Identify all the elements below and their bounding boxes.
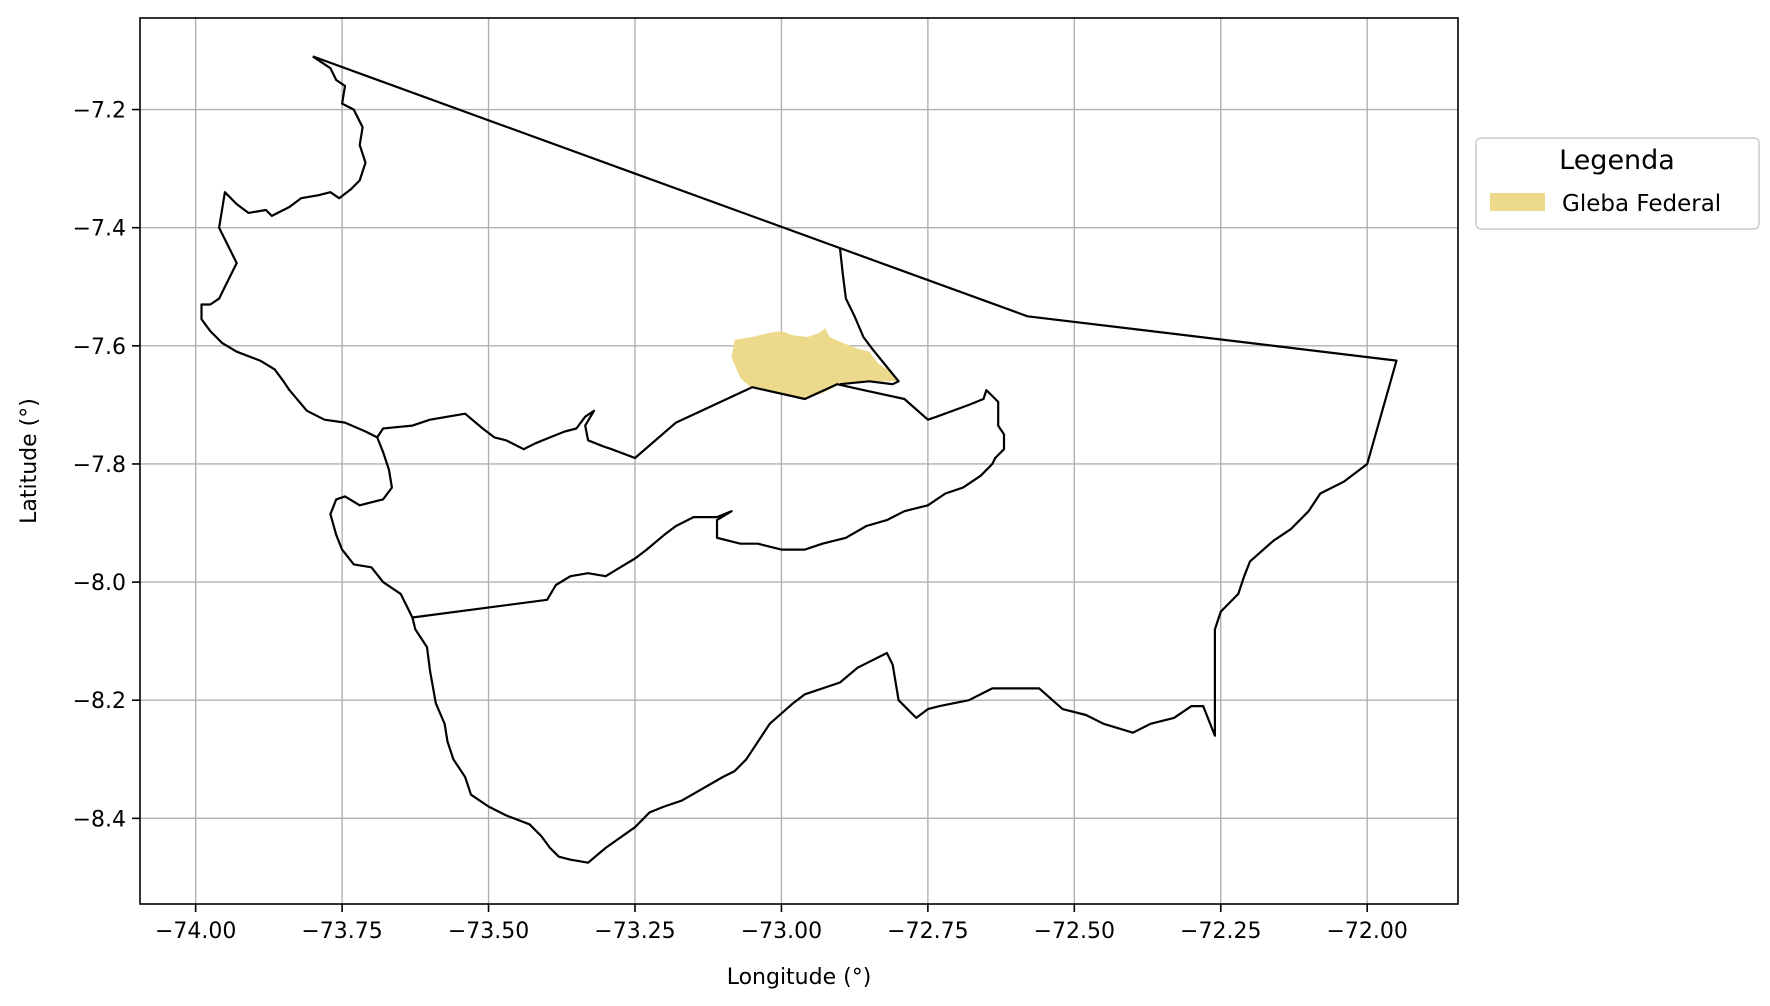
y-tick-label: −8.0 <box>73 571 126 596</box>
boundary-line <box>312 55 1398 864</box>
boundary-line <box>838 248 900 386</box>
y-tick-label: −7.6 <box>73 335 126 360</box>
y-tick-label: −8.4 <box>73 807 126 832</box>
map-layers <box>200 55 1398 864</box>
x-tick-label: −73.00 <box>741 919 822 944</box>
x-axis-label: Longitude (°) <box>727 965 872 990</box>
y-tick-label: −7.4 <box>73 217 126 242</box>
x-tick-label: −73.25 <box>594 919 675 944</box>
legend-title: Legenda <box>1559 145 1675 176</box>
x-axis-ticks: −74.00 −73.75 −73.50 −73.25 −73.00 −72.75 −72.… <box>155 904 1408 944</box>
x-tick-label: −72.75 <box>887 919 968 944</box>
legend-frame <box>1475 137 1760 230</box>
municipal-boundaries <box>200 55 1398 864</box>
legend-swatch-gleba-federal <box>1490 193 1545 211</box>
gridlines <box>140 18 1458 904</box>
x-tick-label: −73.50 <box>448 919 529 944</box>
y-axis-ticks: −7.2 −7.4 −7.6 −7.8 −8.0 −8.2 −8.4 <box>73 99 140 832</box>
gleba-federal-polygon <box>731 328 899 399</box>
legend: Legenda Gleba Federal <box>1475 137 1760 230</box>
legend-label-gleba-federal: Gleba Federal <box>1562 191 1721 217</box>
x-tick-label: −73.75 <box>301 919 382 944</box>
boundary-line <box>200 55 1006 619</box>
plot-frame <box>139 17 1459 905</box>
x-tick-label: −72.50 <box>1034 919 1115 944</box>
x-tick-label: −72.25 <box>1180 919 1261 944</box>
x-tick-label: −74.00 <box>155 919 236 944</box>
y-tick-label: −7.2 <box>73 99 126 124</box>
y-tick-label: −7.8 <box>73 453 126 478</box>
x-tick-label: −72.00 <box>1326 919 1407 944</box>
y-tick-label: −8.2 <box>73 689 126 714</box>
y-axis-label: Latitude (°) <box>17 398 42 524</box>
